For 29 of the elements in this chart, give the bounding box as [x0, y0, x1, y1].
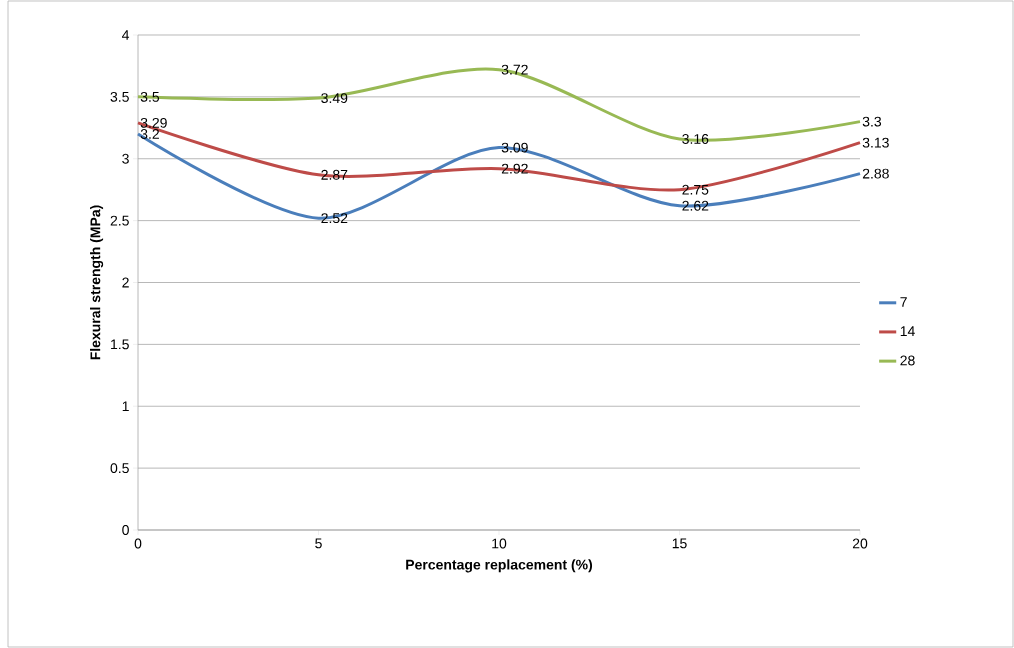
legend-label: 28 [900, 355, 915, 366]
y-axis-title: Flexural strength (MPa) [90, 205, 104, 360]
y-tick-label: 0.5 [110, 463, 129, 474]
y-tick-label: 0 [122, 525, 129, 535]
y-tick-label: 1.5 [111, 339, 129, 350]
legend-label: 14 [900, 326, 915, 336]
data-label: 2.87 [321, 169, 348, 180]
x-axis-title: Percentage replacement (%) [406, 559, 593, 573]
data-label: 2.62 [682, 200, 709, 211]
y-tick-label: 4 [122, 30, 130, 40]
x-tick-label: 5 [315, 538, 322, 549]
data-label: 3.16 [682, 133, 709, 144]
x-tick-label: 10 [492, 538, 507, 549]
data-label: 3.13 [862, 137, 889, 148]
x-tick-label: 15 [672, 538, 687, 549]
legend-label: 7 [900, 297, 907, 307]
x-tick-label: 20 [852, 538, 868, 549]
y-tick-label: 1 [122, 401, 129, 412]
data-label: 3.5 [140, 91, 160, 102]
y-tick-label: 2 [122, 277, 129, 288]
y-tick-label: 3.5 [110, 91, 129, 102]
data-label: 3.2 [140, 129, 159, 139]
y-tick-label: 2.5 [110, 215, 129, 226]
data-label: 2.88 [862, 168, 889, 179]
y-tick-label: 3 [122, 153, 129, 164]
x-tick-label: 0 [134, 538, 142, 549]
data-label: 3.29 [140, 117, 167, 128]
data-label: 3.3 [862, 116, 882, 127]
data-label: 2.92 [501, 163, 528, 174]
